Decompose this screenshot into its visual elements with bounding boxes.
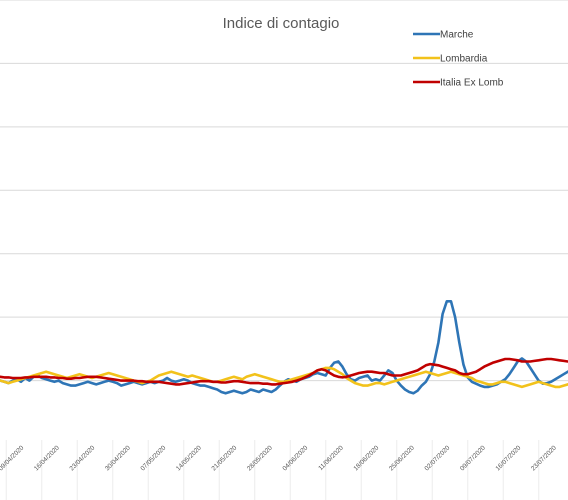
legend-label: Marche [440,30,474,41]
legend-label: Lombardia [440,54,488,65]
x-tick-label: 09/04/2020 [0,444,26,472]
x-tick-label: 14/05/2020 [175,444,203,472]
series-line-italia-ex-lomb [0,357,568,386]
series-line-marche [0,300,568,395]
x-tick-label: 16/04/2020 [33,444,61,472]
x-tick-label: 02/07/2020 [423,444,451,472]
x-tick-label: 21/05/2020 [210,444,238,472]
x-tick-label: 16/07/2020 [494,444,522,472]
x-tick-label: 18/06/2020 [352,444,380,472]
x-tick-label: 25/06/2020 [388,444,416,472]
gridlines [0,0,568,382]
x-tick-label: 23/04/2020 [68,444,96,472]
series-lines [0,300,568,395]
x-tick-label: 09/07/2020 [459,444,487,472]
x-tick-label: 07/05/2020 [139,444,167,472]
chart-title: Indice di contagio [223,15,340,32]
x-tick-label: 30/04/2020 [104,444,132,472]
x-tick-label: 23/07/2020 [530,444,558,472]
vertical-gridlines [5,440,540,500]
x-tick-label: 28/05/2020 [246,444,274,472]
x-tick-label: 11/06/2020 [317,444,345,472]
x-tick-label: 04/06/2020 [281,444,309,472]
legend-label: Italia Ex Lomb [440,78,504,89]
legend: Marche Lombardia Italia Ex Lomb [413,30,504,89]
x-axis-tick-labels: 09/04/2020 16/04/2020 23/04/2020 30/04/2020… [0,444,558,472]
